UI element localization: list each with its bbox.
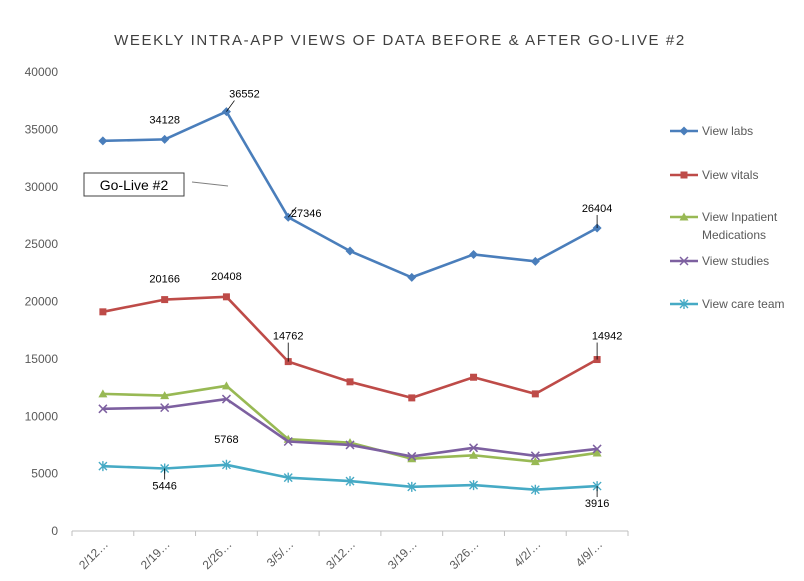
series-layer bbox=[98, 107, 602, 495]
data-point bbox=[407, 481, 417, 492]
legend-label: View vitals bbox=[702, 168, 758, 182]
y-tick-label: 30000 bbox=[25, 180, 59, 194]
data-point bbox=[98, 461, 108, 472]
data-point bbox=[679, 212, 689, 221]
chart-title: WEEKLY INTRA-APP VIEWS OF DATA BEFORE & … bbox=[114, 32, 686, 49]
data-point bbox=[530, 457, 540, 466]
y-tick-label: 25000 bbox=[25, 237, 59, 251]
y-tick-label: 10000 bbox=[25, 409, 59, 423]
y-tick-label: 15000 bbox=[25, 352, 59, 366]
x-tick-label: 3/5/… bbox=[264, 537, 297, 570]
data-point bbox=[469, 480, 479, 491]
data-point bbox=[469, 443, 479, 453]
y-tick-label: 40000 bbox=[25, 65, 59, 79]
data-point bbox=[469, 450, 479, 459]
legend-item: View Inpatient Medications bbox=[670, 210, 778, 242]
data-point bbox=[530, 484, 540, 495]
data-label: 14942 bbox=[592, 331, 623, 343]
data-point bbox=[530, 451, 540, 461]
x-tick-label: 3/26… bbox=[447, 537, 482, 572]
data-label: 26404 bbox=[582, 203, 613, 215]
data-point bbox=[283, 472, 293, 483]
data-point bbox=[592, 448, 602, 457]
y-tick-label: 0 bbox=[51, 524, 58, 538]
x-tick-label: 2/19… bbox=[138, 537, 173, 572]
leader-line bbox=[226, 100, 235, 112]
x-tick-label: 3/19… bbox=[385, 537, 420, 572]
data-point bbox=[98, 389, 108, 398]
data-point bbox=[680, 171, 688, 179]
data-label: 5446 bbox=[152, 481, 176, 493]
data-point bbox=[470, 373, 478, 381]
legend-item: View studies bbox=[670, 254, 769, 268]
data-point bbox=[679, 256, 689, 266]
data-point bbox=[592, 444, 602, 454]
data-point bbox=[221, 459, 231, 470]
legend-label: View studies bbox=[702, 254, 769, 268]
data-point bbox=[679, 126, 689, 136]
data-point bbox=[407, 451, 417, 461]
series-2 bbox=[98, 381, 602, 466]
x-tick-label: 4/2/… bbox=[511, 537, 544, 570]
x-tick-label: 2/12… bbox=[76, 537, 111, 572]
leader-line bbox=[287, 206, 297, 218]
data-point bbox=[160, 134, 170, 144]
data-point bbox=[99, 308, 107, 316]
series-1 bbox=[99, 293, 601, 402]
data-point bbox=[407, 272, 417, 282]
data-point bbox=[345, 476, 355, 487]
x-tick-label: 4/9/… bbox=[573, 537, 606, 570]
data-label: 14762 bbox=[273, 331, 304, 343]
data-point bbox=[160, 391, 170, 400]
legend-label: View labs bbox=[702, 124, 753, 138]
legend-item: View labs bbox=[670, 124, 753, 138]
data-label: 20408 bbox=[211, 271, 242, 283]
x-tick-label: 3/12… bbox=[323, 537, 358, 572]
data-label: 20166 bbox=[149, 274, 180, 286]
annotation-text: Go-Live #2 bbox=[100, 177, 169, 193]
y-tick-label: 20000 bbox=[25, 295, 59, 309]
data-point bbox=[221, 381, 231, 390]
data-point bbox=[345, 246, 355, 256]
data-point bbox=[221, 394, 231, 404]
data-point bbox=[283, 436, 293, 447]
data-point bbox=[407, 454, 417, 463]
annotation-leader bbox=[191, 181, 229, 187]
data-point bbox=[160, 403, 170, 413]
data-point bbox=[530, 256, 540, 266]
x-tick-label: 2/26… bbox=[200, 537, 235, 572]
y-tick-label: 35000 bbox=[25, 122, 59, 136]
legend-item: View vitals bbox=[670, 168, 758, 182]
series-line bbox=[102, 384, 598, 463]
annotation-box bbox=[83, 172, 185, 197]
data-point bbox=[408, 394, 416, 402]
data-point bbox=[98, 404, 108, 414]
data-point bbox=[345, 440, 355, 450]
data-point bbox=[98, 136, 108, 146]
series-line bbox=[102, 397, 598, 458]
data-labels: 34128 36552 27346 26404 20166 20408 14762 14942… bbox=[149, 89, 622, 510]
data-point bbox=[679, 299, 689, 309]
data-point bbox=[161, 296, 169, 304]
legend-label: View Inpatient Medications bbox=[702, 210, 778, 242]
annotation-layer: Go-Live #2 bbox=[83, 172, 229, 197]
data-label: 34128 bbox=[149, 114, 180, 126]
data-point bbox=[531, 390, 539, 398]
data-label: 3916 bbox=[585, 498, 609, 510]
series-3 bbox=[98, 394, 602, 461]
data-point bbox=[469, 249, 479, 259]
data-point bbox=[222, 293, 230, 301]
y-tick-label: 5000 bbox=[31, 467, 58, 481]
legend-item: View care team bbox=[670, 297, 784, 311]
data-label: 5768 bbox=[214, 434, 238, 446]
data-point bbox=[346, 378, 354, 386]
legend: View labs View vitals View Inpatient Medica… bbox=[670, 124, 784, 311]
data-label: 27346 bbox=[291, 208, 322, 220]
data-label: 36552 bbox=[229, 89, 260, 101]
legend-label: View care team bbox=[702, 297, 784, 311]
